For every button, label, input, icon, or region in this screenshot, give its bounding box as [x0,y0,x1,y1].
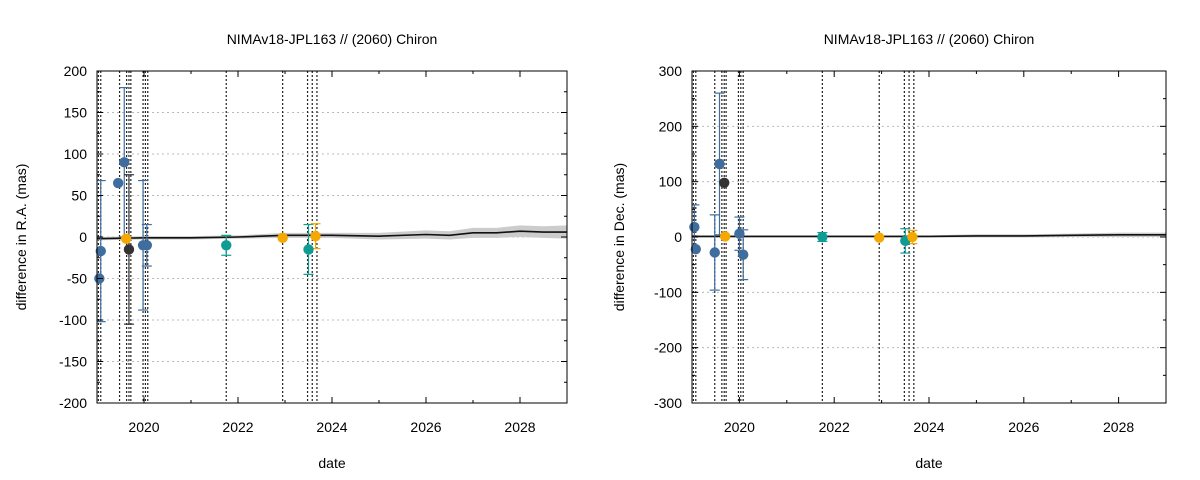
chart-panel-2: -300 -200 -100 0 100 200 300 2020 2022 2024 2026 20… [611,31,1167,471]
data-point [221,240,232,251]
data-point [737,249,749,260]
x-tick-label: 2028 [504,419,535,435]
y-tick-label: -100 [59,312,87,328]
x-tick-label: 2026 [410,419,441,435]
y-axis-label: difference in R.A. (mas) [13,164,29,311]
data-point [120,233,132,244]
chart-title: NIMAv18-JPL163 // (2060) Chiron [824,31,1035,47]
data-point [714,158,725,170]
x-tick-label: 2022 [222,419,253,435]
y-tick-label: 100 [64,146,88,162]
x-axis-label: date [318,455,345,471]
data-point [141,240,153,251]
data-point [719,231,731,242]
model-line [97,230,567,240]
y-tick-label: 0 [79,229,87,245]
y-tick-label: 50 [71,188,87,204]
y-tick-label: 200 [64,63,88,79]
x-axis-label: date [915,455,942,471]
data-point [123,244,135,255]
data-point [734,228,745,239]
data-point [907,231,918,243]
x-tick-label: 2020 [128,419,159,435]
data-point [303,244,314,255]
y-tick-label: 100 [659,174,683,190]
y-tick-label: 300 [659,63,683,79]
data-point [689,221,700,233]
x-tick-label: 2028 [1103,419,1134,435]
data-point [112,177,124,189]
y-tick-label: -200 [654,340,682,356]
data-point [874,232,885,243]
data-point [817,231,828,243]
x-tick-label: 2026 [1008,419,1039,435]
x-tick-label: 2020 [724,419,755,435]
data-point [310,230,321,242]
data-point [719,177,730,188]
chart-panel-1: -200 -150 -100 -50 0 50 100 150 200 2020 2022 2024 2… [13,31,568,471]
y-tick-label: -300 [654,395,682,411]
data-point [277,232,288,244]
y-tick-label: -200 [59,395,87,411]
x-tick-label: 2024 [913,419,944,435]
y-tick-label: -150 [59,354,87,370]
y-tick-label: -100 [654,284,682,300]
y-tick-label: 150 [64,105,88,121]
data-point [709,247,720,258]
y-tick-label: 200 [659,118,683,134]
chart-title: NIMAv18-JPL163 // (2060) Chiron [227,31,438,47]
data-point [119,157,130,168]
y-tick-label: -50 [67,271,87,287]
model-uncertainty-band [97,225,567,241]
y-tick-label: 0 [674,229,682,245]
y-axis-label: difference in Dec. (mas) [611,163,627,311]
data-point [690,243,701,255]
x-tick-label: 2022 [819,419,850,435]
model-line [692,233,1166,238]
x-tick-label: 2024 [316,419,347,435]
data-point [95,245,106,257]
